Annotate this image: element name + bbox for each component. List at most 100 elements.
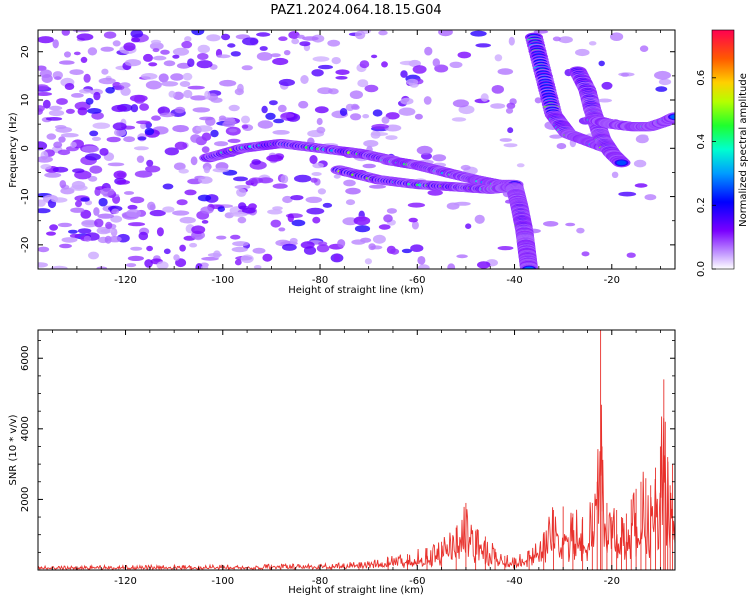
noise-blob <box>111 104 127 113</box>
noise-blob <box>451 117 467 122</box>
noise-blob <box>558 36 573 44</box>
noise-blob <box>216 54 231 59</box>
noise-blob <box>242 37 259 46</box>
noise-blob <box>40 164 52 170</box>
ridge-blob <box>616 160 627 166</box>
noise-blob <box>216 235 227 240</box>
x-tick-label: -40 <box>506 275 522 286</box>
noise-blob <box>140 73 158 80</box>
x-tick-label: -100 <box>211 275 234 286</box>
noise-blob <box>385 112 400 120</box>
noise-blob <box>164 147 179 156</box>
noise-blob <box>56 98 68 105</box>
noise-blob <box>81 145 100 153</box>
y-tick-label: -10 <box>20 188 31 204</box>
noise-blob <box>105 221 113 229</box>
noise-blob <box>89 165 103 174</box>
noise-layer <box>38 30 672 269</box>
noise-blob <box>314 106 329 114</box>
noise-blob <box>96 226 111 235</box>
noise-blob <box>197 53 209 60</box>
noise-blob <box>256 32 271 37</box>
noise-blob <box>170 73 184 81</box>
noise-blob <box>299 41 311 47</box>
noise-blob <box>73 51 81 56</box>
noise-blob <box>48 105 63 111</box>
noise-blob <box>179 216 196 224</box>
noise-blob <box>183 89 193 99</box>
noise-blob <box>190 134 201 143</box>
noise-blob <box>52 39 59 49</box>
noise-blob <box>80 197 90 202</box>
noise-blob <box>79 88 93 94</box>
noise-blob <box>103 31 117 39</box>
noise-blob <box>351 239 366 245</box>
noise-blob <box>176 62 191 69</box>
noise-blob <box>411 220 419 230</box>
noise-blob <box>251 159 261 165</box>
noise-blob <box>231 246 248 253</box>
noise-blob <box>240 254 254 264</box>
x-tick-label: -20 <box>604 576 620 587</box>
noise-blob <box>136 120 151 125</box>
noise-blob <box>278 36 288 41</box>
noise-blob <box>452 99 469 108</box>
noise-blob <box>272 206 283 211</box>
noise-blob <box>227 138 241 143</box>
noise-blob <box>106 136 121 143</box>
noise-blob <box>123 191 135 195</box>
noise-blob <box>302 36 319 41</box>
noise-blob <box>432 154 447 162</box>
noise-blob <box>101 68 109 75</box>
noise-blob <box>237 216 247 224</box>
noise-blob <box>192 107 211 113</box>
noise-blob <box>139 103 150 111</box>
noise-blob <box>257 120 274 129</box>
noise-blob <box>159 112 175 118</box>
noise-blob <box>499 138 512 142</box>
noise-blob <box>105 87 115 94</box>
noise-blob <box>598 60 605 67</box>
noise-blob <box>162 183 174 190</box>
noise-blob <box>350 113 362 121</box>
noise-blob <box>637 134 649 139</box>
noise-blob <box>480 93 489 102</box>
top-y-axis: -20 -10 0 10 20 <box>20 45 675 270</box>
noise-blob <box>581 251 590 257</box>
noise-blob <box>74 101 91 111</box>
noise-blob <box>337 239 346 248</box>
noise-blob <box>273 118 285 124</box>
noise-blob <box>52 166 69 173</box>
noise-blob <box>370 130 381 139</box>
noise-blob <box>83 73 91 83</box>
noise-blob <box>81 221 98 225</box>
noise-blob <box>77 228 92 234</box>
noise-blob <box>230 211 248 217</box>
noise-blob <box>152 48 160 53</box>
noise-blob <box>187 58 195 67</box>
noise-blob <box>378 224 391 230</box>
noise-blob <box>174 106 186 114</box>
noise-blob <box>150 39 162 45</box>
noise-blob <box>322 202 333 208</box>
noise-blob <box>44 172 62 178</box>
noise-blob <box>491 85 504 94</box>
noise-blob <box>597 98 612 103</box>
noise-blob <box>187 85 205 90</box>
noise-blob <box>145 165 161 173</box>
noise-blob <box>190 156 198 166</box>
noise-blob <box>72 168 85 173</box>
noise-blob <box>89 88 103 95</box>
noise-blob <box>69 233 81 238</box>
noise-blob <box>87 108 102 114</box>
noise-blob <box>371 123 390 130</box>
snr-line-layer <box>38 330 675 570</box>
noise-blob <box>38 105 45 112</box>
noise-blob <box>59 243 72 249</box>
noise-blob <box>241 65 253 71</box>
noise-blob <box>248 177 264 184</box>
noise-blob <box>203 166 211 174</box>
noise-blob <box>626 252 636 258</box>
noise-blob <box>182 72 193 81</box>
noise-blob <box>96 266 108 269</box>
